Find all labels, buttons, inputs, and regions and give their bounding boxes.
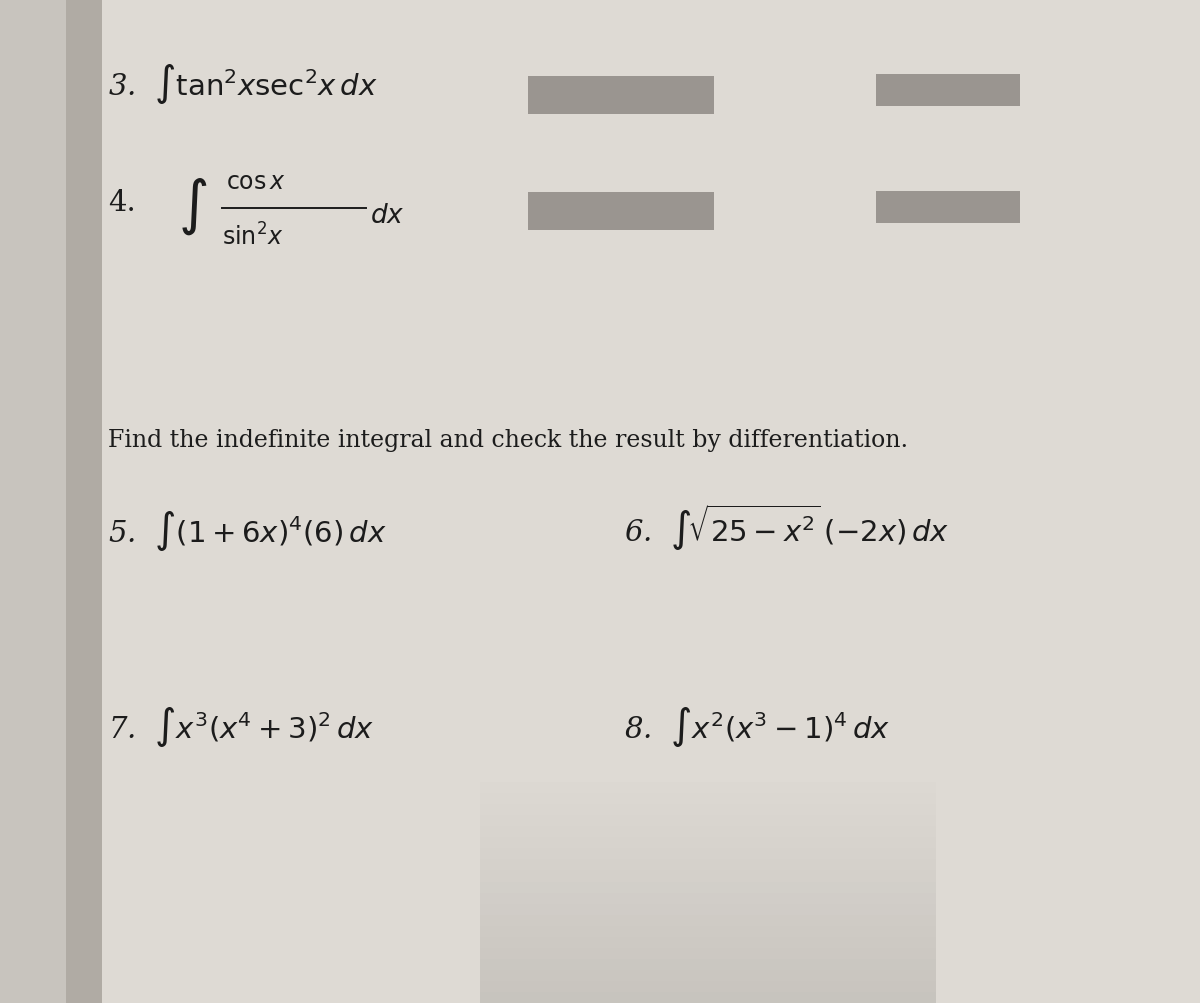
- Text: Find the indefinite integral and check the result by differentiation.: Find the indefinite integral and check t…: [108, 428, 908, 451]
- Bar: [480, 948, 936, 959]
- Bar: [480, 815, 936, 826]
- Bar: [480, 937, 936, 948]
- Bar: [480, 782, 936, 793]
- Text: $dx$: $dx$: [370, 203, 404, 228]
- Bar: [480, 860, 936, 871]
- Bar: [480, 970, 936, 981]
- Text: $\int$: $\int$: [178, 177, 206, 237]
- Text: 5.  $\int(1+6x)^4(6)\,dx$: 5. $\int(1+6x)^4(6)\,dx$: [108, 508, 386, 553]
- Bar: [480, 826, 936, 838]
- Bar: [480, 804, 936, 815]
- Bar: [528, 193, 714, 231]
- Text: 4.: 4.: [108, 189, 136, 217]
- Text: 8.  $\int x^2(x^3-1)^4\,dx$: 8. $\int x^2(x^3-1)^4\,dx$: [624, 703, 890, 748]
- Bar: [480, 904, 936, 915]
- Bar: [480, 882, 936, 893]
- Bar: [480, 871, 936, 882]
- Bar: [480, 838, 936, 849]
- Bar: [480, 992, 936, 1003]
- Bar: [876, 75, 1020, 107]
- Text: $\sin^2\!x$: $\sin^2\!x$: [222, 224, 283, 251]
- Bar: [876, 192, 1020, 224]
- Text: 3.  $\int \tan^2\!x\sec^2\!x\,dx$: 3. $\int \tan^2\!x\sec^2\!x\,dx$: [108, 61, 378, 106]
- Text: 7.  $\int x^3(x^4+3)^2\,dx$: 7. $\int x^3(x^4+3)^2\,dx$: [108, 703, 374, 748]
- Bar: [480, 849, 936, 860]
- Text: $\cos x$: $\cos x$: [226, 171, 286, 194]
- Bar: [480, 793, 936, 804]
- Bar: [480, 981, 936, 992]
- Bar: [480, 959, 936, 970]
- Bar: [480, 915, 936, 926]
- Bar: [480, 893, 936, 904]
- Bar: [480, 926, 936, 937]
- Bar: [528, 77, 714, 115]
- Text: 6.  $\int\!\sqrt{25-x^2}\,(-2x)\,dx$: 6. $\int\!\sqrt{25-x^2}\,(-2x)\,dx$: [624, 502, 949, 553]
- Bar: [66, 0, 102, 1003]
